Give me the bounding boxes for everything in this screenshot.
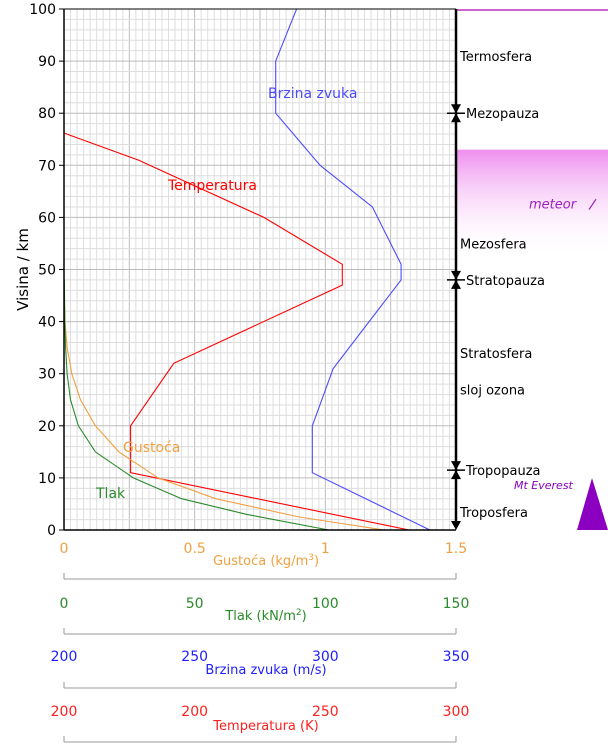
y-tick-label: 80: [38, 106, 56, 122]
x-tick-label-temperature: 300: [443, 704, 470, 720]
boundary-marker-bottom: [451, 470, 461, 480]
series-label-gusto-a: Gustoća: [123, 440, 180, 456]
y-tick-label: 70: [38, 158, 56, 174]
series-label-tlak: Tlak: [95, 486, 126, 502]
axis-unit-sup: 3: [308, 553, 314, 563]
everest-label: Mt Everest: [514, 479, 574, 492]
axis-title-text: Temperatura (K): [212, 719, 318, 734]
y-tick-label: 20: [38, 419, 56, 435]
boundary-marker-bottom: [451, 279, 461, 289]
x-tick-label-pressure: 150: [443, 596, 470, 612]
y-tick-label: 30: [38, 367, 56, 383]
axis-unit-sup: 2: [296, 608, 302, 618]
meteor-label: meteor: [529, 197, 578, 212]
layer-label: Troposfera: [459, 506, 528, 521]
boundary-marker-top: [451, 461, 461, 471]
x-tick-label-temperature: 250: [312, 704, 339, 720]
x-tick-label-pressure: 0: [60, 596, 69, 612]
axis-title-text: Gustoća (kg/m: [213, 554, 308, 569]
y-axis-label: Visina / km: [14, 228, 32, 311]
series-labels: Temperatura Brzina zvuka Gustoća Tlak: [95, 86, 357, 502]
x-tick-label-density: 1: [321, 541, 330, 557]
axis-unit-close: ): [314, 554, 319, 569]
boundary-label: Mezopauza: [466, 107, 539, 122]
top-band-line: [457, 9, 608, 11]
series-tlak: [64, 279, 329, 530]
series-label-temperatura: Temperatura: [167, 178, 257, 194]
x-axis-title-temperature: Temperatura (K): [212, 719, 318, 734]
y-tick-label: 0: [47, 523, 56, 539]
meteor-band-fill: [457, 149, 608, 260]
y-tick-label: 100: [29, 2, 56, 18]
axis-title-text: Brzina zvuka (m/s): [205, 663, 326, 678]
x-tick-label-temperature: 200: [51, 704, 78, 720]
boundary-label: Stratopauza: [466, 274, 545, 289]
axis-unit-close: ): [302, 609, 307, 624]
meteor-streak: [588, 198, 597, 210]
y-tick-label: 10: [38, 471, 56, 487]
y-tick-label: 40: [38, 315, 56, 331]
boundary-marker-top: [451, 104, 461, 114]
layer-label: Stratosfera: [460, 347, 532, 362]
boundary-marker-bottom: [451, 113, 461, 123]
y-tick-label: 90: [38, 54, 56, 70]
grid: [63, 8, 457, 531]
x-tick-label-pressure: 50: [186, 596, 204, 612]
series-brzina-zvuka: [275, 9, 431, 530]
x-tick-label-sound: 200: [51, 649, 78, 665]
x-tick-label-sound: 250: [181, 649, 208, 665]
y-tick-label: 50: [38, 263, 56, 279]
layer-label: sloj ozona: [460, 383, 525, 398]
meteor-band: [457, 9, 608, 260]
x-tick-label-density: 0: [60, 541, 69, 557]
series-gusto-a: [64, 295, 385, 530]
x-axis-title-sound: Brzina zvuka (m/s): [205, 663, 326, 678]
layer-annotations: Termosfera Mezosfera Stratosfera sloj ozona…: [447, 50, 608, 530]
x-tick-label-sound: 300: [312, 649, 339, 665]
x-tick-label-density: 0.5: [184, 541, 206, 557]
x-axis-title-density: Gustoća (kg/m3): [213, 553, 319, 569]
altitude-arrow: [451, 521, 461, 530]
x-axes: 0 0.5 1 1.5 Gustoća (kg/m3) 0 50 100 150 Tlak (kN…: [51, 541, 470, 743]
layer-label: Termosfera: [459, 50, 532, 65]
x-tick-label-sound: 350: [443, 649, 470, 665]
x-tick-label-pressure: 100: [312, 596, 339, 612]
boundary-marker-top: [451, 270, 461, 280]
x-tick-label-temperature: 200: [181, 704, 208, 720]
x-tick-label-density: 1.5: [445, 541, 467, 557]
series-lines: [64, 9, 431, 530]
series-label-brzina-zvuka: Brzina zvuka: [268, 86, 357, 102]
everest-triangle: [577, 478, 608, 530]
series-temperatura: [64, 132, 410, 530]
x-axis-title-pressure: Tlak (kN/m2): [224, 608, 306, 624]
axis-title-text: Tlak (kN/m: [224, 609, 296, 624]
boundary-label: Tropopauza: [465, 464, 541, 479]
y-tick-label: 60: [38, 210, 56, 226]
layer-label: Mezosfera: [460, 237, 527, 252]
y-axis: 0 10 20 30 40 50 60 70 80 90 100 Visina / km: [14, 2, 64, 539]
